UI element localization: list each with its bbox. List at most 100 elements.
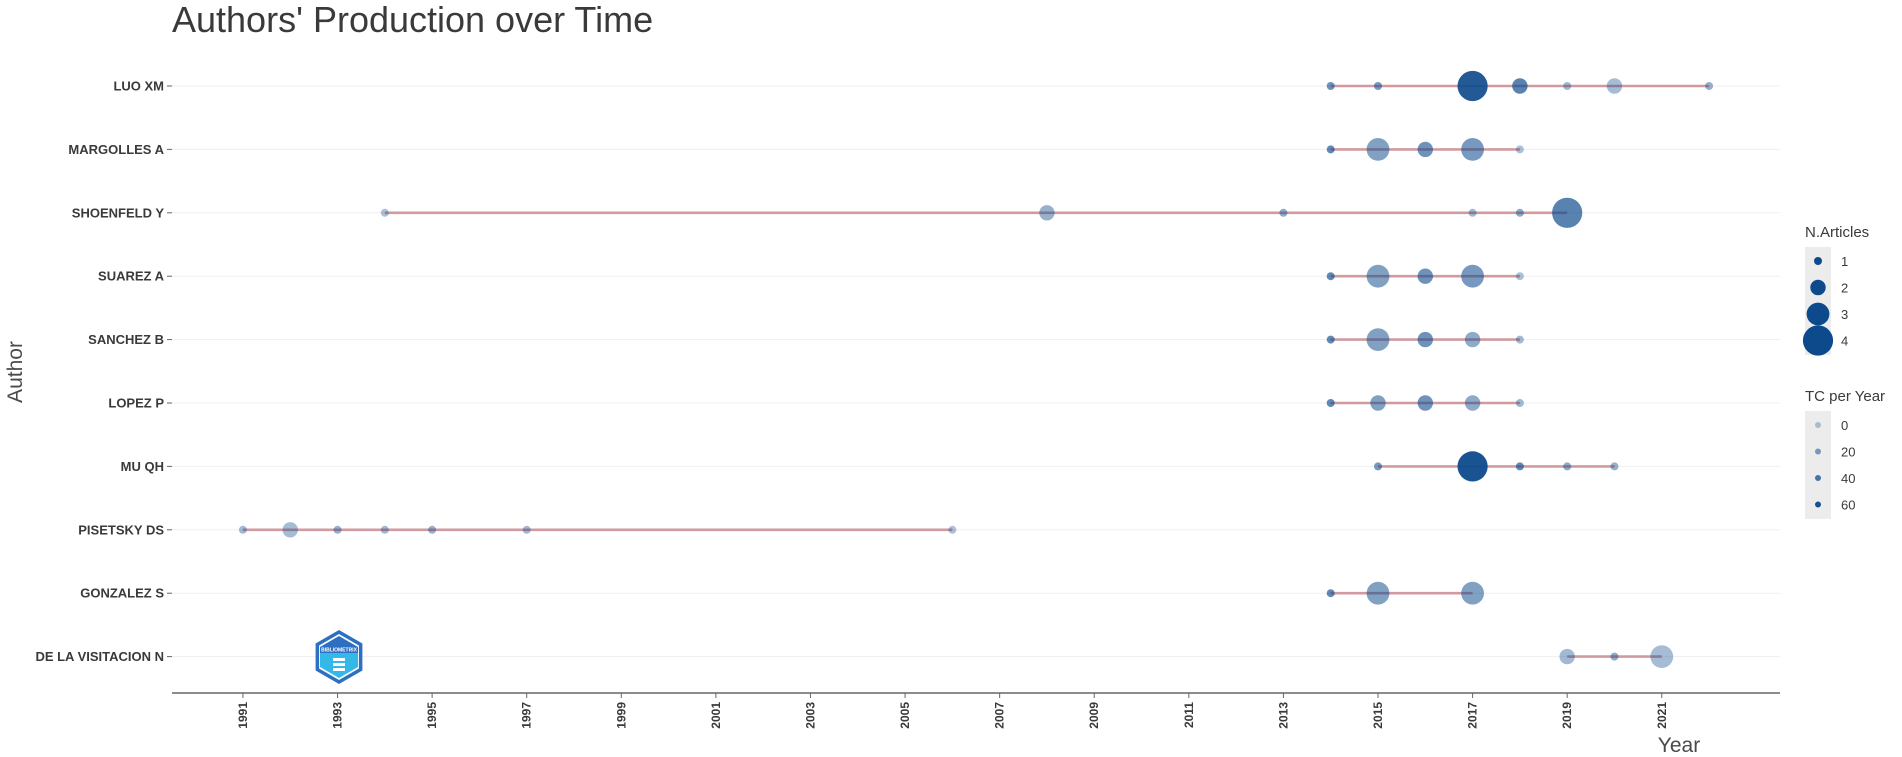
data-point xyxy=(1417,268,1433,284)
legend-articles-key xyxy=(1806,302,1830,326)
data-point xyxy=(1374,82,1382,90)
data-point xyxy=(948,525,957,534)
data-point xyxy=(1279,208,1288,217)
legend-articles-title: N.Articles xyxy=(1805,224,1869,241)
y-tick-label: MARGOLLES A xyxy=(68,142,164,157)
data-point xyxy=(1417,141,1433,158)
legend-tc-title: TC per Year xyxy=(1805,388,1885,405)
legend-tc-key xyxy=(1815,501,1821,508)
data-point xyxy=(1457,70,1488,102)
legend-tc-key xyxy=(1815,475,1821,481)
data-point xyxy=(282,522,298,538)
data-point xyxy=(1606,78,1623,94)
x-tick-label: 2019 xyxy=(1560,702,1574,729)
y-axis: LUO XM MARGOLLES A SHOENFELD Y SUAREZ A SANC… xyxy=(35,79,172,664)
data-point xyxy=(1326,272,1335,281)
legend-tc-per-year: TC per Year 0 20 40 60 xyxy=(1805,388,1885,519)
data-point xyxy=(1610,462,1619,471)
x-tick-label: 2003 xyxy=(803,702,817,729)
y-tick-label: DE LA VISITACION N xyxy=(35,649,164,664)
y-tick-label: LOPEZ P xyxy=(108,396,164,411)
x-tick-label: 2017 xyxy=(1466,702,1480,729)
data-point xyxy=(1515,399,1524,407)
data-point xyxy=(1366,328,1390,351)
legend-articles-label: 1 xyxy=(1841,254,1848,269)
legend-tc-key xyxy=(1815,422,1821,428)
x-tick-label: 1995 xyxy=(425,702,439,729)
x-tick-label: 2013 xyxy=(1276,702,1290,729)
data-point xyxy=(1515,462,1524,471)
data-point xyxy=(1374,462,1382,471)
x-tick-label: 1993 xyxy=(331,702,345,729)
data-point xyxy=(1461,581,1484,605)
bibliometrix-logo-icon: BIBLIOMETRIX xyxy=(315,630,363,684)
data-point xyxy=(1464,395,1481,411)
legend-tc-label: 40 xyxy=(1841,471,1855,486)
data-point xyxy=(1370,395,1386,411)
data-point xyxy=(1610,652,1619,661)
legend-articles-label: 4 xyxy=(1841,334,1848,349)
data-point xyxy=(1417,395,1433,411)
data-point xyxy=(1464,331,1481,348)
production-lines xyxy=(242,84,1710,658)
legend-articles-key xyxy=(1810,279,1826,296)
x-tick-label: 1997 xyxy=(520,702,534,729)
legend-n-articles: N.Articles 1 2 3 4 xyxy=(1802,224,1869,356)
y-tick-label: PISETSKY DS xyxy=(78,522,164,537)
y-tick-label: SUAREZ A xyxy=(98,269,165,284)
data-point xyxy=(1461,138,1484,161)
legend-articles-label: 3 xyxy=(1841,307,1848,322)
x-tick-label: 2001 xyxy=(709,702,723,729)
data-point xyxy=(238,525,247,534)
x-tick-label: 2011 xyxy=(1182,702,1196,728)
y-tick-label: MU QH xyxy=(121,459,164,474)
data-point xyxy=(1559,648,1575,665)
data-point xyxy=(1461,264,1484,288)
x-tick-label: 2007 xyxy=(993,702,1007,729)
data-point xyxy=(1650,645,1674,668)
x-tick-label: 2005 xyxy=(898,702,912,729)
x-axis: 1991 1993 1995 1997 1999 2001 2003 2005 2007 2009… xyxy=(172,692,1780,729)
data-point xyxy=(1468,208,1477,217)
data-point xyxy=(1515,208,1524,217)
data-point xyxy=(1326,335,1335,344)
data-point xyxy=(1039,205,1055,221)
legend-tc-key xyxy=(1815,448,1821,455)
data-point xyxy=(1326,399,1335,407)
data-point xyxy=(1515,145,1524,154)
data-point xyxy=(333,525,342,534)
x-tick-label: 2009 xyxy=(1087,702,1101,729)
y-tick-label: SHOENFELD Y xyxy=(72,205,165,220)
legend-tc-label: 0 xyxy=(1841,418,1848,433)
data-point xyxy=(1366,138,1390,161)
legend-articles-key xyxy=(1802,325,1834,356)
data-point xyxy=(1457,451,1488,482)
legend-tc-label: 20 xyxy=(1841,445,1855,460)
y-tick-label: GONZALEZ S xyxy=(80,586,164,601)
data-point xyxy=(1326,145,1335,154)
data-point xyxy=(1366,264,1390,288)
x-tick-label: 1999 xyxy=(614,702,628,729)
x-tick-label: 2015 xyxy=(1371,702,1385,729)
chart-title: Authors' Production over Time xyxy=(172,0,653,40)
logo-bar xyxy=(333,668,345,671)
data-point xyxy=(1563,462,1572,471)
data-point xyxy=(428,525,437,534)
legend-articles-label: 2 xyxy=(1841,281,1848,296)
data-point xyxy=(1326,589,1335,598)
data-point xyxy=(1515,272,1524,281)
data-point xyxy=(1417,331,1433,348)
data-point xyxy=(522,525,531,534)
data-point xyxy=(1512,78,1528,94)
logo-bar xyxy=(333,658,345,661)
x-tick-label: 1991 xyxy=(236,702,250,729)
data-point xyxy=(1563,82,1572,90)
legend-tc-key-bg xyxy=(1805,411,1831,519)
legend-tc-label: 60 xyxy=(1841,498,1855,513)
x-tick-label: 2021 xyxy=(1655,702,1669,729)
data-point xyxy=(1552,197,1583,228)
y-axis-title: Author xyxy=(4,341,27,403)
logo-bar xyxy=(333,663,345,666)
logo-text: BIBLIOMETRIX xyxy=(321,648,357,654)
